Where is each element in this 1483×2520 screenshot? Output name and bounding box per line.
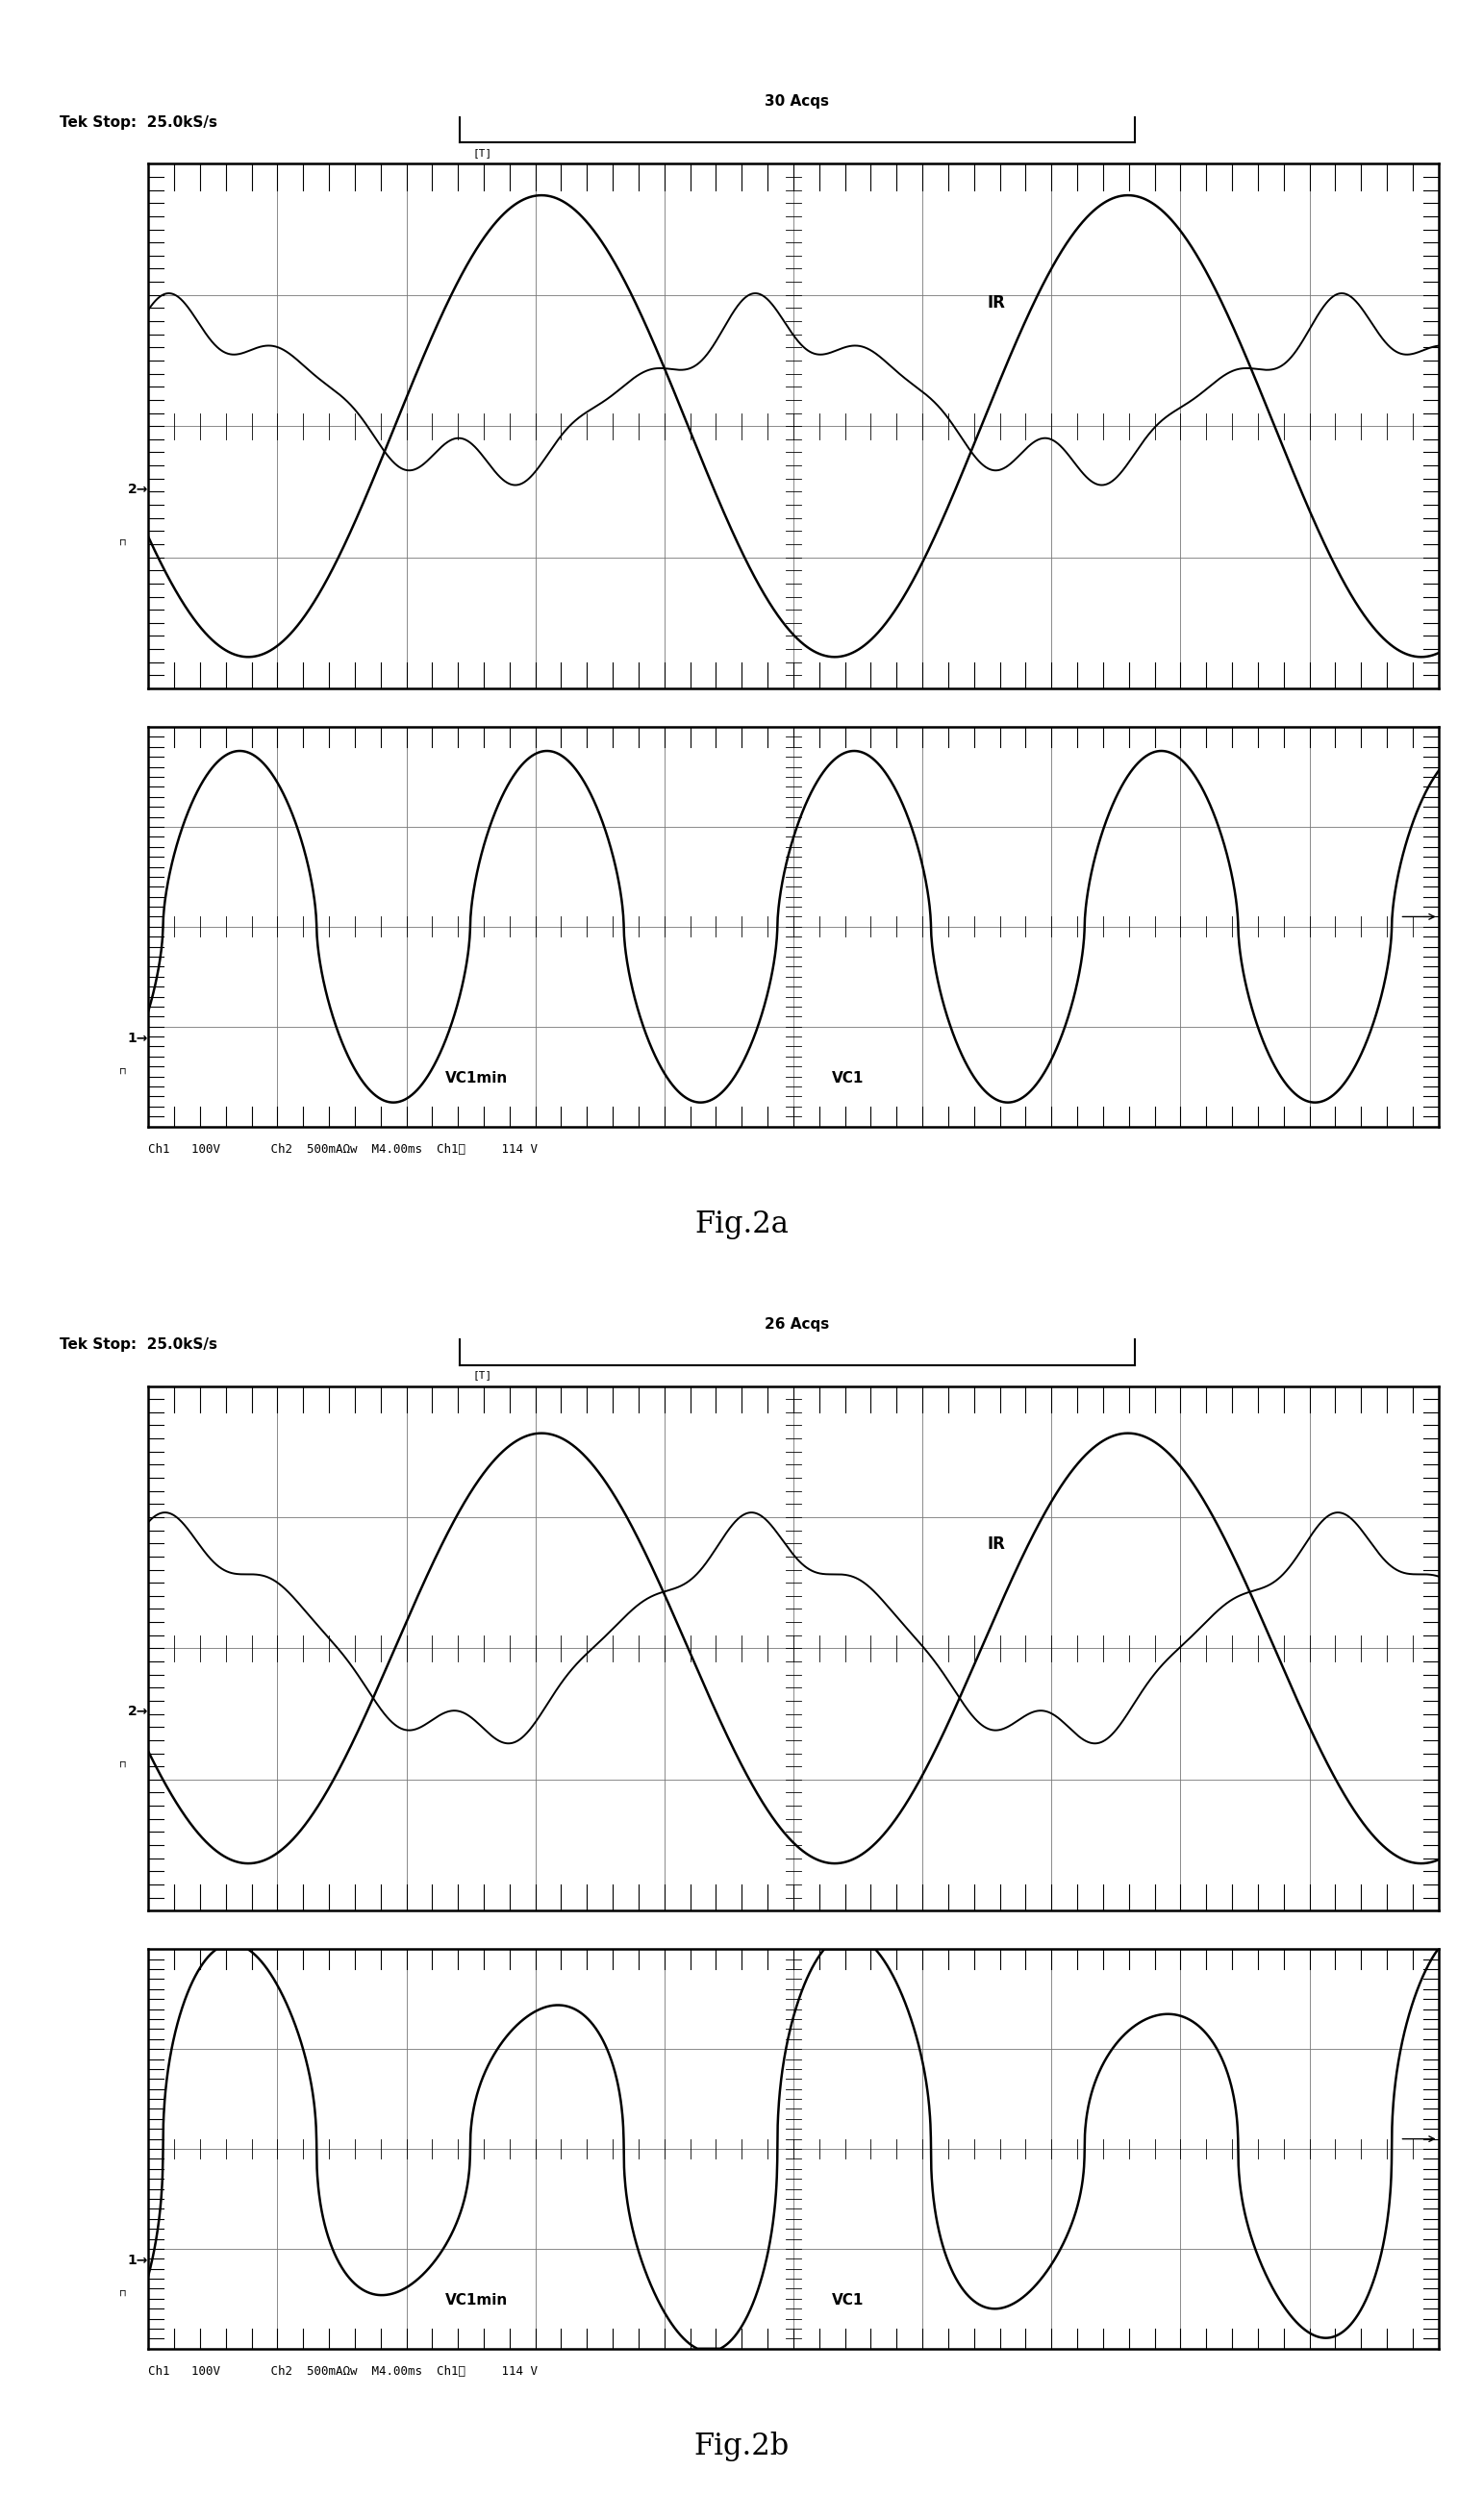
- Text: Tek Stop:  25.0kS/s: Tek Stop: 25.0kS/s: [59, 116, 217, 129]
- Text: [T]: [T]: [473, 149, 492, 159]
- Text: Ch1   100V       Ch2  500mAΩw  M4.00ms  Ch1∯     114 V: Ch1 100V Ch2 500mAΩw M4.00ms Ch1∯ 114 V: [148, 2366, 538, 2376]
- Text: VC1: VC1: [832, 2293, 865, 2308]
- Text: 30 Acqs: 30 Acqs: [765, 96, 829, 108]
- Text: Fig.2b: Fig.2b: [694, 2432, 789, 2462]
- Text: 2→: 2→: [128, 481, 148, 496]
- Text: IR: IR: [986, 295, 1005, 312]
- Text: Fig.2a: Fig.2a: [694, 1210, 789, 1240]
- Text: 2→: 2→: [128, 1704, 148, 1719]
- Text: Tek Stop:  25.0kS/s: Tek Stop: 25.0kS/s: [59, 1338, 217, 1351]
- Text: [T]: [T]: [473, 1371, 492, 1381]
- Text: ⊓: ⊓: [120, 1066, 128, 1076]
- Text: VC1: VC1: [832, 1071, 865, 1086]
- Text: VC1min: VC1min: [445, 1071, 507, 1086]
- Text: 26 Acqs: 26 Acqs: [765, 1318, 829, 1331]
- Text: ⊓: ⊓: [120, 2288, 128, 2298]
- Text: ⊓: ⊓: [120, 537, 128, 547]
- Text: Ch1   100V       Ch2  500mAΩw  M4.00ms  Ch1∯     114 V: Ch1 100V Ch2 500mAΩw M4.00ms Ch1∯ 114 V: [148, 1144, 538, 1154]
- Text: IR: IR: [986, 1535, 1005, 1552]
- Text: ⊓: ⊓: [120, 1759, 128, 1769]
- Text: 1→: 1→: [128, 1031, 148, 1046]
- Text: VC1min: VC1min: [445, 2293, 507, 2308]
- Text: 1→: 1→: [128, 2253, 148, 2268]
